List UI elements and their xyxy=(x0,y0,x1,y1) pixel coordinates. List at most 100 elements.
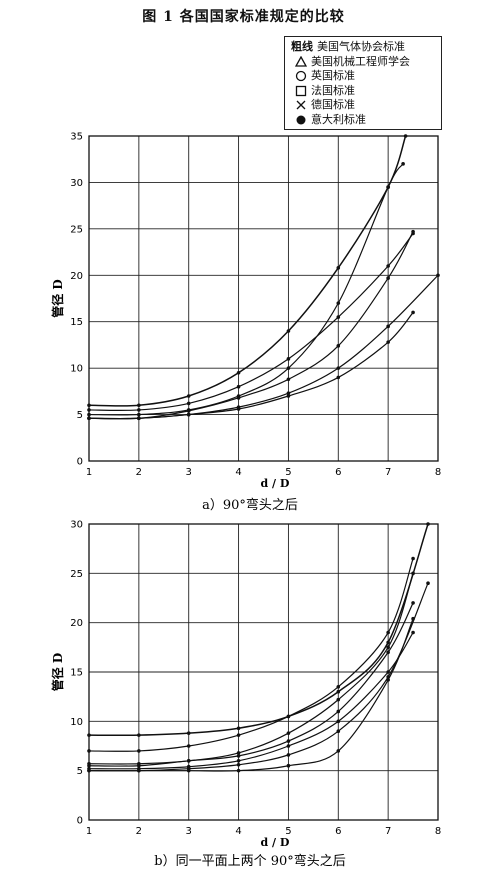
data-point xyxy=(236,768,241,773)
legend-row-circle: 英国标准 xyxy=(291,69,435,84)
data-point xyxy=(137,733,141,737)
y-tick-label: 10 xyxy=(70,717,83,728)
data-point xyxy=(137,416,141,421)
data-point xyxy=(426,522,430,526)
data-point xyxy=(87,412,91,417)
data-point xyxy=(186,731,191,735)
y-tick-label: 35 xyxy=(70,132,83,143)
legend-label: 美国气体协会标准 xyxy=(317,40,405,53)
y-tick-label: 25 xyxy=(70,569,83,580)
series-line xyxy=(89,233,414,412)
data-point xyxy=(186,409,191,413)
data-point xyxy=(236,396,241,400)
panel-title: a）90°弯头之后 xyxy=(202,497,298,513)
x-tick-label: 2 xyxy=(136,826,142,837)
data-point xyxy=(336,266,341,270)
data-point xyxy=(236,754,241,758)
data-point xyxy=(436,273,440,278)
y-axis-label: 管径 D xyxy=(50,653,65,692)
data-point xyxy=(336,749,341,753)
plot-frame xyxy=(88,523,439,821)
y-tick-label: 10 xyxy=(70,364,83,375)
series-line xyxy=(89,602,414,767)
y-tick-label: 30 xyxy=(70,520,83,531)
data-point xyxy=(236,384,241,389)
data-point xyxy=(87,768,91,773)
series-line xyxy=(89,558,414,752)
y-tick-label: 20 xyxy=(70,271,83,282)
data-point xyxy=(411,310,415,315)
x-tick-label: 1 xyxy=(86,467,92,478)
filled-dot-icon xyxy=(291,114,311,126)
data-point xyxy=(236,405,241,409)
legend-row-thick-line: 粗线 美国气体协会标准 xyxy=(291,40,435,55)
data-point xyxy=(186,766,191,771)
data-point xyxy=(386,264,390,268)
x-axis-label: d / D xyxy=(261,477,290,490)
chart-panel-b: 1 2 3 4 5 6 7 8 0 5 10 15 20 25 30 d / D 管径 D b）同一平面上两个 9… xyxy=(50,520,441,870)
x-tick-label: 7 xyxy=(385,826,391,837)
data-point xyxy=(336,685,341,689)
data-point xyxy=(186,744,191,748)
data-point xyxy=(87,416,91,421)
legend-row-square: 法国标准 xyxy=(291,84,435,99)
series-line xyxy=(89,312,414,420)
x-axis-label: d / D xyxy=(261,836,290,849)
data-point xyxy=(426,581,430,585)
data-point xyxy=(286,739,291,743)
circle-icon xyxy=(291,70,311,82)
data-point xyxy=(286,391,291,396)
legend-row-dot: 意大利标准 xyxy=(291,113,435,128)
x-tick-label: 8 xyxy=(435,826,441,837)
data-point xyxy=(137,403,141,408)
data-point xyxy=(186,394,191,398)
data-point xyxy=(386,276,390,280)
data-point xyxy=(336,366,341,370)
data-point xyxy=(286,357,291,361)
data-point xyxy=(336,719,341,724)
plot-frame xyxy=(88,135,439,462)
chart-panel-a: 1 2 3 4 5 6 7 8 0 5 10 15 20 25 30 35 d / D 管径 D a）90°弯头之后 xyxy=(50,132,441,514)
y-axis-label: 管径 D xyxy=(50,279,65,318)
data-point xyxy=(386,324,390,329)
data-point xyxy=(137,768,141,773)
y-tick-label: 15 xyxy=(70,668,83,679)
data-point xyxy=(386,675,390,679)
data-point xyxy=(286,763,291,768)
series-line xyxy=(89,274,438,420)
data-point xyxy=(236,370,241,375)
x-tick-label: 5 xyxy=(285,467,291,478)
data-point xyxy=(411,571,415,576)
series-line xyxy=(89,524,429,737)
data-point xyxy=(386,650,390,655)
data-point xyxy=(186,759,191,763)
data-point xyxy=(336,689,341,694)
data-point xyxy=(336,315,341,319)
data-point xyxy=(286,714,291,719)
y-tick-label: 5 xyxy=(77,766,83,777)
data-point xyxy=(401,162,405,166)
data-point xyxy=(411,229,415,234)
data-point xyxy=(236,762,241,767)
x-tick-label: 8 xyxy=(435,467,441,478)
series-line xyxy=(89,618,414,772)
data-point xyxy=(137,412,141,417)
legend-label: 美国机械工程师学会 xyxy=(311,54,410,68)
series-line xyxy=(89,136,407,407)
data-point xyxy=(137,408,141,412)
data-point xyxy=(336,709,341,714)
y-tick-label: 5 xyxy=(77,410,83,421)
data-point xyxy=(137,749,141,753)
legend: 粗线 美国气体协会标准 美国机械工程师学会 英国标准 法国标准 德国标准 意大利… xyxy=(284,36,442,130)
x-tick-label: 6 xyxy=(335,467,341,478)
data-point xyxy=(336,344,341,348)
data-point xyxy=(236,733,241,737)
data-point xyxy=(286,366,291,370)
cross-icon xyxy=(291,99,311,111)
data-point xyxy=(411,556,415,561)
x-tick-label: 5 xyxy=(285,826,291,837)
triangle-icon xyxy=(291,56,311,67)
x-tick-label: 1 xyxy=(86,826,92,837)
data-point xyxy=(186,401,191,406)
